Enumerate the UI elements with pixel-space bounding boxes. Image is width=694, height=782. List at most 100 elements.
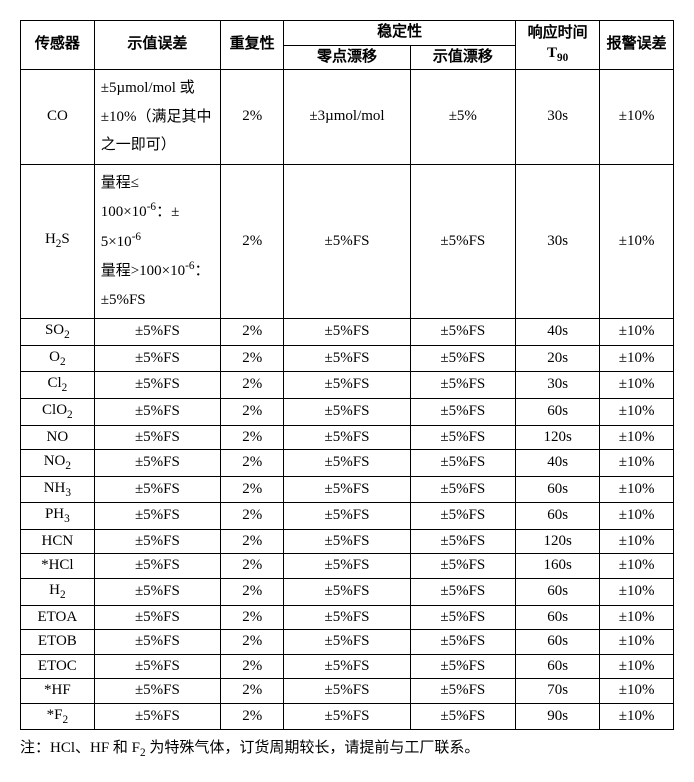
value-drift-cell: ±5%FS [410,476,515,503]
value-drift-cell: ±5%FS [410,679,515,704]
response-time-cell: 60s [515,605,599,630]
table-row: ETOB±5%FS2%±5%FS±5%FS60s±10% [21,630,674,655]
repeatability-cell: 2% [221,425,284,450]
alarm-error-cell: ±10% [600,630,674,655]
zero-drift-cell: ±5%FS [284,164,410,319]
indication-error-cell: ±5%FS [94,630,220,655]
alarm-error-cell: ±10% [600,398,674,425]
sensor-cell: ETOB [21,630,95,655]
table-row: O2±5%FS2%±5%FS±5%FS20s±10% [21,345,674,372]
indication-error-cell: ±5%FS [94,703,220,730]
table-row: Cl2±5%FS2%±5%FS±5%FS30s±10% [21,372,674,399]
repeatability-cell: 2% [221,372,284,399]
sensor-cell: *HCl [21,554,95,579]
repeatability-cell: 2% [221,605,284,630]
value-drift-cell: ±5%FS [410,345,515,372]
repeatability-cell: 2% [221,654,284,679]
indication-error-cell: ±5%FS [94,372,220,399]
alarm-error-cell: ±10% [600,345,674,372]
indication-error-cell: ±5%FS [94,450,220,477]
repeatability-cell: 2% [221,398,284,425]
repeatability-cell: 2% [221,578,284,605]
sensor-cell: NO [21,425,95,450]
indication-error-cell: ±5%FS [94,319,220,346]
indication-error-cell: ±5%FS [94,605,220,630]
table-row: HCN±5%FS2%±5%FS±5%FS120s±10% [21,529,674,554]
repeatability-cell: 2% [221,503,284,530]
response-time-cell: 120s [515,529,599,554]
value-drift-cell: ±5%FS [410,372,515,399]
response-time-cell: 90s [515,703,599,730]
response-time-cell: 60s [515,503,599,530]
alarm-error-cell: ±10% [600,503,674,530]
sensor-cell: ETOA [21,605,95,630]
repeatability-cell: 2% [221,70,284,165]
value-drift-cell: ±5%FS [410,554,515,579]
value-drift-cell: ±5%FS [410,703,515,730]
alarm-error-cell: ±10% [600,70,674,165]
sensor-cell: NO2 [21,450,95,477]
spec-table-container: 传感器 示值误差 重复性 稳定性 响应时间 T90 报警误差 零点漂移 示值漂移… [20,20,674,730]
sensor-cell: O2 [21,345,95,372]
zero-drift-cell: ±5%FS [284,398,410,425]
zero-drift-cell: ±5%FS [284,703,410,730]
alarm-error-cell: ±10% [600,578,674,605]
table-row: *HF±5%FS2%±5%FS±5%FS70s±10% [21,679,674,704]
value-drift-cell: ±5%FS [410,529,515,554]
zero-drift-cell: ±5%FS [284,345,410,372]
sensor-cell: NH3 [21,476,95,503]
sensor-cell: PH3 [21,503,95,530]
zero-drift-cell: ±3µmol/mol [284,70,410,165]
sensor-cell: Cl2 [21,372,95,399]
table-row: PH3±5%FS2%±5%FS±5%FS60s±10% [21,503,674,530]
response-time-cell: 40s [515,450,599,477]
repeatability-cell: 2% [221,319,284,346]
alarm-error-cell: ±10% [600,372,674,399]
response-time-cell: 40s [515,319,599,346]
h-value-drift: 示值漂移 [410,45,515,70]
response-time-cell: 30s [515,372,599,399]
alarm-error-cell: ±10% [600,476,674,503]
value-drift-cell: ±5%FS [410,578,515,605]
indication-error-cell: ±5%FS [94,425,220,450]
alarm-error-cell: ±10% [600,654,674,679]
repeatability-cell: 2% [221,679,284,704]
repeatability-cell: 2% [221,529,284,554]
h-stability: 稳定性 [284,21,516,46]
zero-drift-cell: ±5%FS [284,654,410,679]
alarm-error-cell: ±10% [600,450,674,477]
zero-drift-cell: ±5%FS [284,630,410,655]
h-sensor: 传感器 [21,21,95,70]
alarm-error-cell: ±10% [600,164,674,319]
zero-drift-cell: ±5%FS [284,554,410,579]
zero-drift-cell: ±5%FS [284,605,410,630]
table-row: NO±5%FS2%±5%FS±5%FS120s±10% [21,425,674,450]
indication-error-cell: ±5µmol/mol 或±10%（满足其中之一即可） [94,70,220,165]
repeatability-cell: 2% [221,164,284,319]
zero-drift-cell: ±5%FS [284,319,410,346]
table-row: *F2±5%FS2%±5%FS±5%FS90s±10% [21,703,674,730]
indication-error-cell: ±5%FS [94,398,220,425]
sensor-cell: H2S [21,164,95,319]
response-time-cell: 60s [515,654,599,679]
sensor-cell: *HF [21,679,95,704]
indication-error-cell: ±5%FS [94,578,220,605]
sensor-cell: H2 [21,578,95,605]
zero-drift-cell: ±5%FS [284,372,410,399]
sensor-cell: CO [21,70,95,165]
response-time-cell: 60s [515,578,599,605]
h-response-time: 响应时间 T90 [515,21,599,70]
h-zero-drift: 零点漂移 [284,45,410,70]
table-head: 传感器 示值误差 重复性 稳定性 响应时间 T90 报警误差 零点漂移 示值漂移 [21,21,674,70]
value-drift-cell: ±5%FS [410,605,515,630]
repeatability-cell: 2% [221,554,284,579]
response-time-cell: 120s [515,425,599,450]
value-drift-cell: ±5%FS [410,450,515,477]
zero-drift-cell: ±5%FS [284,529,410,554]
footnote: 注：HCl、HF 和 F2 为特殊气体，订货周期较长，请提前与工厂联系。 [20,736,674,762]
response-time-cell: 60s [515,398,599,425]
indication-error-cell: ±5%FS [94,476,220,503]
alarm-error-cell: ±10% [600,679,674,704]
value-drift-cell: ±5%FS [410,164,515,319]
zero-drift-cell: ±5%FS [284,578,410,605]
